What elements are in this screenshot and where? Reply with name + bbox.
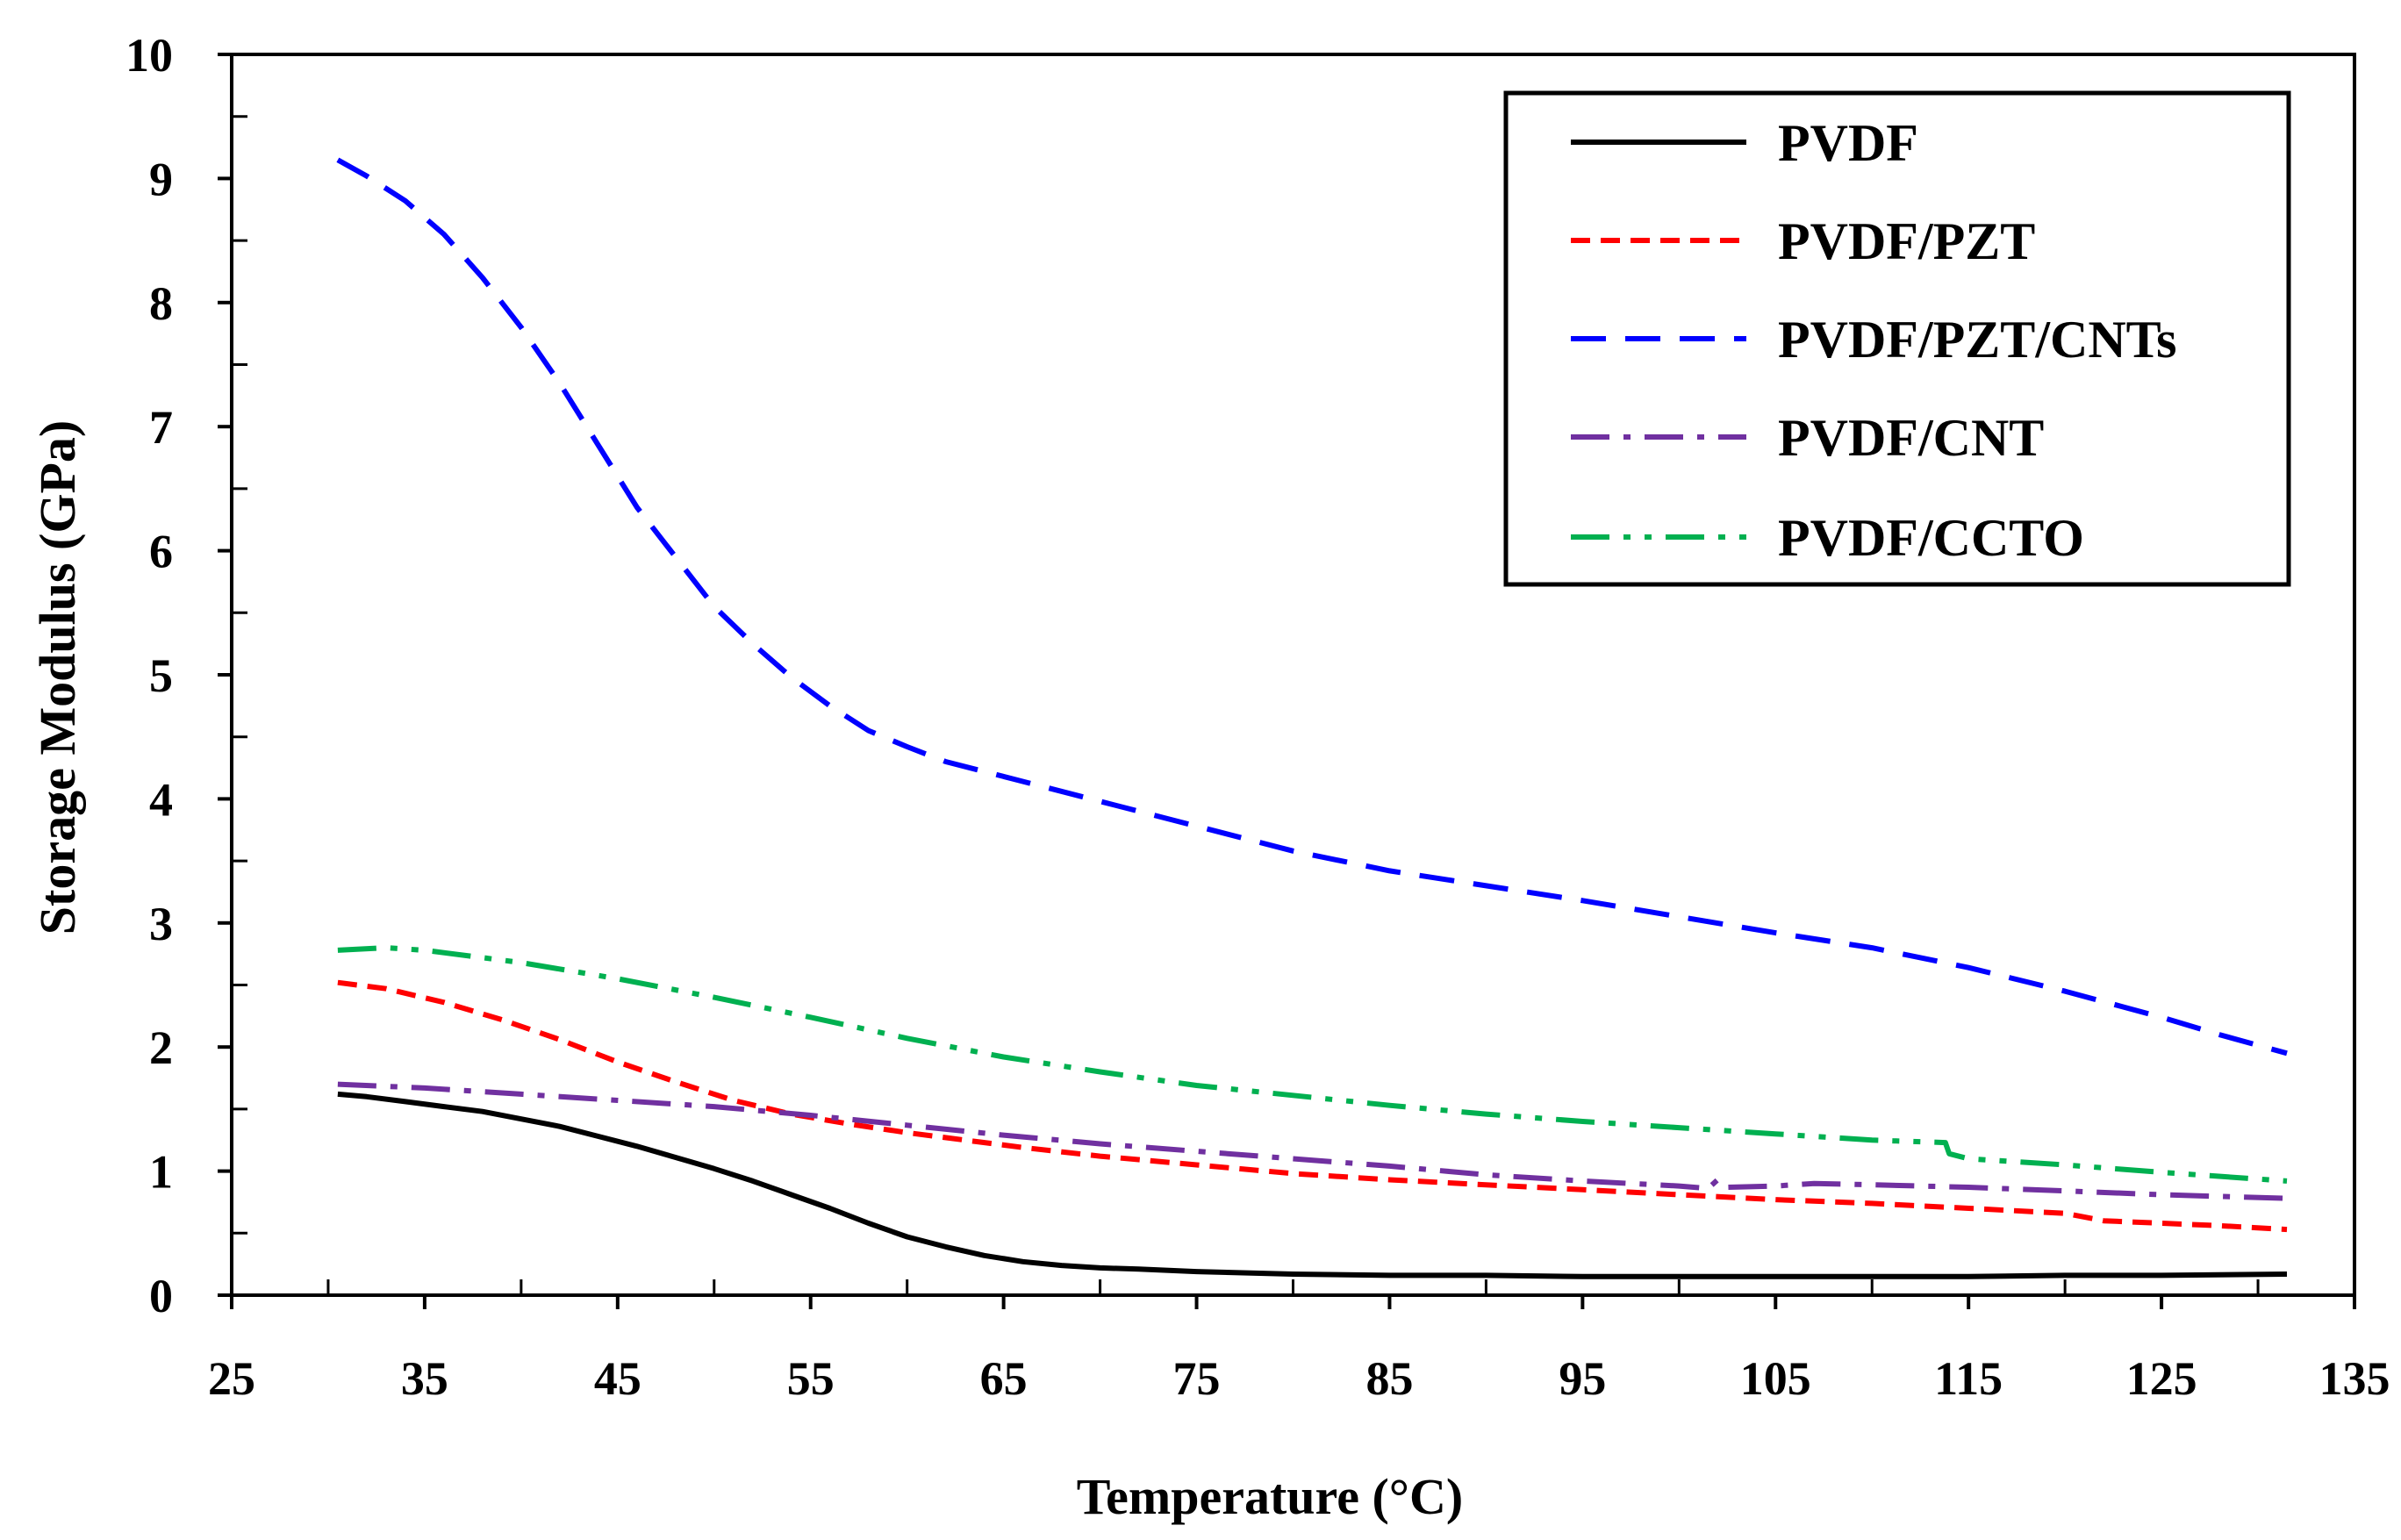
- x-tick-label: 75: [1173, 1352, 1221, 1405]
- series-line-4: [337, 945, 2288, 1184]
- x-tick-label: 125: [2126, 1352, 2197, 1405]
- x-tick-label: 45: [594, 1352, 641, 1405]
- y-tick-label: 10: [125, 29, 173, 82]
- y-axis-title: Storage Modulus (GPa): [29, 420, 86, 935]
- x-tick-label: 65: [980, 1352, 1028, 1405]
- y-tick-label: 4: [149, 773, 173, 826]
- legend: PVDF PVDF/PZT PVDF/PZT/CNTs PVDF/CNT PVDF/CC…: [1503, 90, 2291, 587]
- x-tick-label: 25: [208, 1352, 255, 1405]
- y-tick-label: 3: [149, 898, 173, 950]
- x-tick-label: 95: [1559, 1352, 1606, 1405]
- legend-label-1: PVDF/PZT: [1778, 212, 2035, 270]
- series-layer: [336, 157, 2288, 1279]
- legend-label-3: PVDF/CNT: [1778, 409, 2044, 467]
- series-line-3: [337, 1081, 2288, 1201]
- y-tick-label: 7: [149, 401, 173, 454]
- x-tick-label: 85: [1365, 1352, 1413, 1405]
- y-tick-label: 1: [149, 1146, 173, 1199]
- y-tick-label: 2: [149, 1021, 173, 1074]
- y-tick-label: 5: [149, 649, 173, 702]
- y-tick-label: 6: [149, 526, 173, 578]
- legend-label-0: PVDF: [1778, 114, 1918, 172]
- series-line-0: [337, 1091, 2288, 1279]
- x-tick-label: 35: [401, 1352, 448, 1405]
- x-axis-title: Temperature (°C): [1077, 1468, 1463, 1525]
- x-tick-label: 105: [1740, 1352, 1811, 1405]
- legend-label-2: PVDF/PZT/CNTs: [1778, 311, 2177, 369]
- series-line-2: [336, 157, 2288, 1057]
- series-line-1: [337, 979, 2288, 1233]
- y-tick-label: 9: [149, 153, 173, 205]
- y-tick-label: 0: [149, 1270, 173, 1322]
- x-tick-label: 135: [2319, 1352, 2390, 1405]
- y-tick-label: 8: [149, 277, 173, 330]
- x-tick-label: 115: [1934, 1352, 2003, 1405]
- x-tick-label: 55: [787, 1352, 835, 1405]
- legend-label-4: PVDF/CCTO: [1778, 509, 2084, 567]
